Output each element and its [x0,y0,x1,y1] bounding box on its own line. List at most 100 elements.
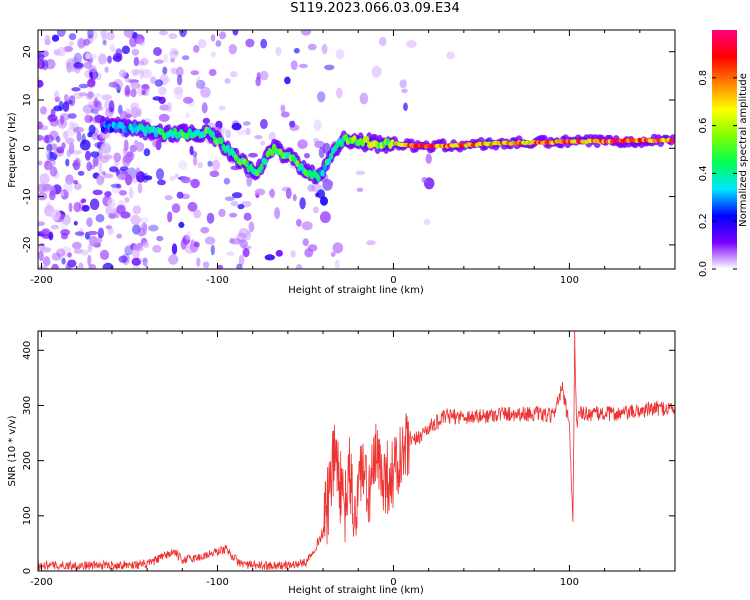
heatmap-noise-cell [76,131,82,142]
heatmap-noise-cell [125,174,133,186]
heatmap-noise-cell [72,162,80,168]
heatmap-noise-cell [229,212,238,218]
colorbar-tick-label: 0.2 [698,213,709,229]
heatmap-noise-cell [290,250,296,258]
heatmap-noise-cell [102,262,114,269]
heatmap-noise-cell [155,139,162,151]
heatmap-noise-cell [219,31,227,40]
heatmap-noise-cell [97,53,107,65]
heatmap-noise-cell [153,47,162,56]
heatmap-noise-cell [148,224,159,232]
heatmap-noise-cell [56,248,66,258]
heatmap-noise-cell [38,79,44,88]
heatmap-noise-cell [109,43,116,52]
heatmap-noise-cell [230,200,239,207]
x-tick-label: -100 [206,577,229,588]
heatmap-noise-cell [313,119,322,131]
heatmap-noise-cell [61,257,66,265]
heatmap-noise-cell [112,78,124,91]
heatmap-noise-cell [93,93,102,98]
heatmap-noise-cell [135,167,141,178]
heatmap-noise-cell [141,83,150,90]
heatmap-noise-cell [179,30,187,38]
heatmap-noise-cell [176,191,184,199]
heatmap-noise-cell [73,52,82,64]
heatmap-noise-cell [81,204,90,212]
heatmap-noise-cell [103,173,114,179]
heatmap-noise-cell [121,45,130,55]
heatmap-noise-cell [275,249,283,257]
heatmap-noise-cell [164,195,173,201]
heatmap-noise-cell [107,55,112,64]
heatmap-noise-cell [181,55,190,61]
heatmap-noise-cell [51,34,60,42]
heatmap-noise-cell [132,265,140,269]
heatmap-noise-cell [200,86,211,98]
heatmap-noise-cell [85,52,92,60]
heatmap-noise-cell [92,116,101,124]
heatmap-noise-cell [293,47,300,54]
heatmap-noise-cell [154,59,164,64]
heatmap-noise-cell [103,154,113,160]
heatmap-noise-cell [327,180,334,186]
heatmap-noise-cell [38,160,43,166]
y-tick-label: -10 [22,188,33,204]
heatmap-noise-cell [124,85,131,96]
heatmap-noise-cell [162,66,168,75]
colorbar-label: Normalized spectral amplitude [738,73,749,227]
heatmap-noise-cell [260,118,268,130]
heatmap-noise-cell [238,254,245,267]
heatmap-noise-cell [137,231,147,236]
heatmap-noise-cell [67,252,72,258]
colorbar-tick-label: 0.8 [698,70,709,86]
heatmap-noise-cell [143,148,151,157]
heatmap-noise-cell [63,181,74,193]
heatmap-noise-cell [73,248,83,254]
heatmap-noise-cell [66,263,72,269]
heatmap-noise-cell [446,51,455,60]
heatmap-noise-cell [83,38,91,46]
heatmap-noise-cell [130,214,141,226]
heatmap-noise-cell [189,145,194,156]
heatmap-noise-cell [136,171,146,183]
heatmap-noise-cell [218,208,226,218]
heatmap-noise-cell [43,183,53,191]
heatmap-noise-cell [47,114,58,122]
heatmap-noise-cell [135,141,145,152]
heatmap-noise-cell [87,132,93,138]
heatmap-noise-cell [245,38,255,48]
heatmap-noise-cell [321,43,328,55]
heatmap-noise-cell [101,171,106,176]
heatmap-ridge-cell [364,136,370,143]
heatmap-noise-cell [68,40,75,47]
heatmap-noise-cell [178,221,185,228]
heatmap-noise-cell [42,256,51,267]
heatmap-noise-cell [206,212,215,224]
heatmap-noise-cell [104,99,111,111]
heatmap-noise-cell [68,95,76,107]
heatmap-noise-cell [269,188,275,199]
heatmap-noise-cell [167,211,173,223]
heatmap-noise-cell [98,162,103,175]
heatmap-noise-cell [193,241,200,248]
heatmap-noise-cell [330,251,336,257]
y-tick-label: 0 [22,568,33,574]
heatmap-noise-cell [87,244,93,253]
heatmap-noise-cell [59,220,68,230]
heatmap-noise-cell [87,30,94,39]
heatmap-ridge-cell [244,160,249,168]
heatmap-noise-cell [81,133,86,146]
heatmap-noise-cell [114,209,120,219]
heatmap-noise-cell [200,226,210,234]
heatmap-noise-cell [209,170,220,178]
heatmap-noise-cell [142,241,150,248]
heatmap-noise-cell [69,121,75,130]
heatmap-ridge-cell [210,131,216,139]
heatmap-noise-cell [210,34,216,42]
heatmap-noise-cell [298,63,308,69]
heatmap-noise-cell [163,78,171,83]
heatmap-ridge-cell [322,163,327,171]
heatmap-noise-cell [225,129,232,139]
heatmap-noise-cell [425,153,432,164]
heatmap-noise-cell [83,61,93,69]
